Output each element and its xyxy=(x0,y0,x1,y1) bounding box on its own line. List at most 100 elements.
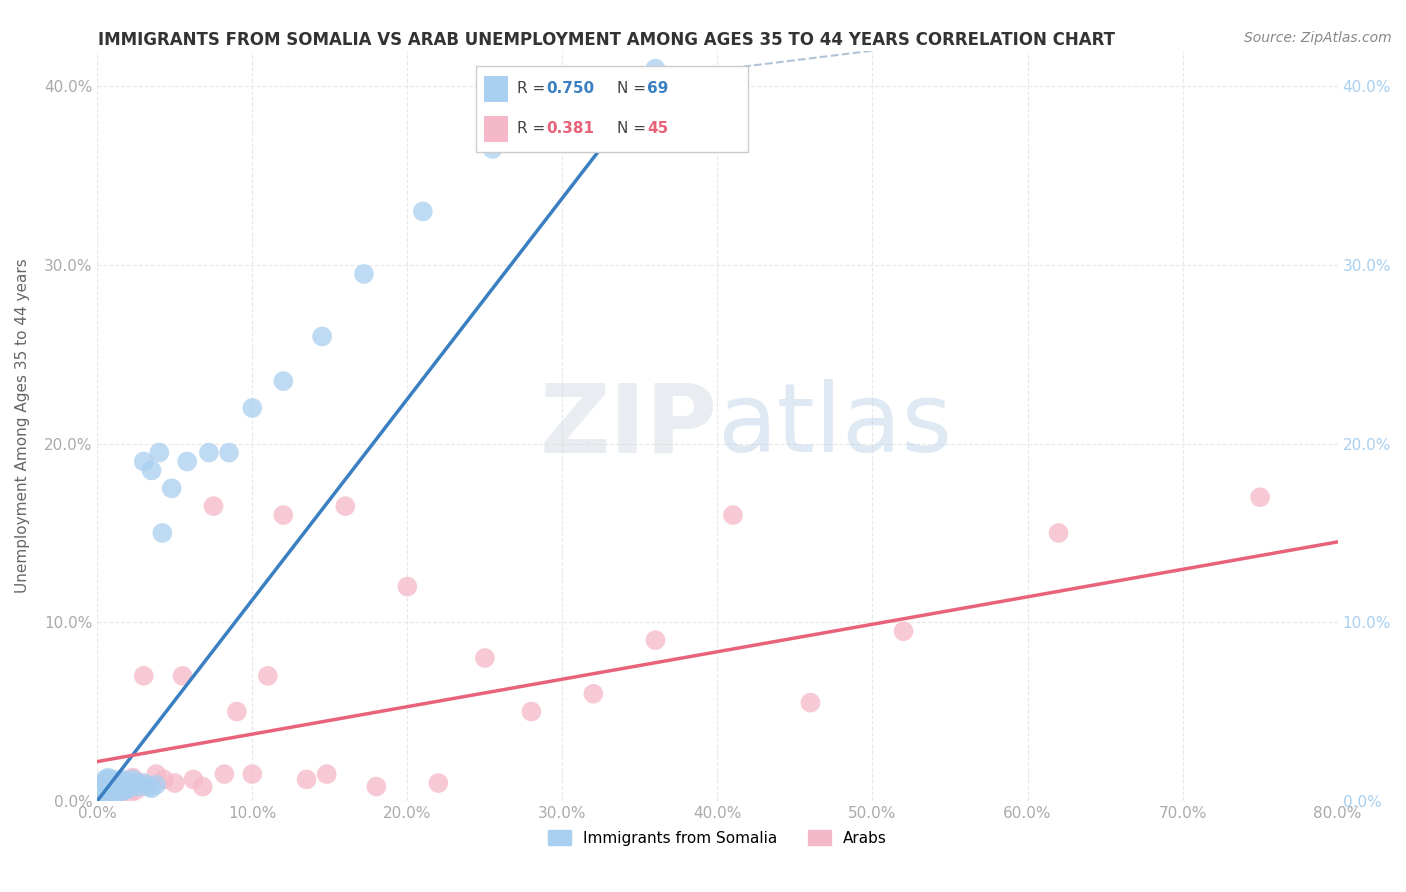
Point xyxy=(721,508,744,522)
Point xyxy=(412,204,434,219)
Point xyxy=(111,774,134,789)
Point xyxy=(100,778,122,792)
Point xyxy=(427,776,450,790)
Text: atlas: atlas xyxy=(717,379,953,472)
Point xyxy=(138,780,160,794)
Point xyxy=(125,776,148,790)
Point xyxy=(90,792,112,806)
Point xyxy=(108,787,131,801)
Point xyxy=(148,445,170,459)
Point xyxy=(145,778,167,792)
Point xyxy=(240,767,263,781)
Point xyxy=(97,771,120,785)
Point xyxy=(118,776,141,790)
Point xyxy=(353,267,375,281)
Point xyxy=(104,781,127,796)
Point xyxy=(110,776,132,790)
Point xyxy=(101,781,124,796)
Point xyxy=(98,783,121,797)
Point xyxy=(271,374,294,388)
Point xyxy=(94,778,117,792)
Point xyxy=(311,329,333,343)
Point xyxy=(104,778,127,792)
Text: IMMIGRANTS FROM SOMALIA VS ARAB UNEMPLOYMENT AMONG AGES 35 TO 44 YEARS CORRELATI: IMMIGRANTS FROM SOMALIA VS ARAB UNEMPLOY… xyxy=(98,31,1115,49)
Point xyxy=(125,783,148,797)
Point xyxy=(94,776,117,790)
Point xyxy=(96,781,118,796)
Point xyxy=(101,785,124,799)
Legend: Immigrants from Somalia, Arabs: Immigrants from Somalia, Arabs xyxy=(548,830,887,846)
Point xyxy=(96,789,118,803)
Point xyxy=(114,780,136,794)
Point xyxy=(98,776,121,790)
Point xyxy=(396,580,419,594)
Point xyxy=(108,780,131,794)
Point xyxy=(100,785,122,799)
Point xyxy=(893,624,915,639)
Point xyxy=(153,772,176,787)
Point xyxy=(97,787,120,801)
Point xyxy=(128,780,150,794)
Point xyxy=(103,785,125,799)
Point xyxy=(172,669,194,683)
Point xyxy=(145,767,167,781)
Point xyxy=(94,772,117,787)
Point xyxy=(97,780,120,794)
Point xyxy=(644,62,666,76)
Point xyxy=(93,789,115,803)
Point xyxy=(132,776,155,790)
Point xyxy=(256,669,278,683)
Point xyxy=(141,781,163,796)
Point xyxy=(163,776,186,790)
Point xyxy=(96,783,118,797)
Point xyxy=(240,401,263,415)
Point xyxy=(225,705,247,719)
Point xyxy=(218,445,240,459)
Y-axis label: Unemployment Among Ages 35 to 44 years: Unemployment Among Ages 35 to 44 years xyxy=(15,259,30,593)
Point xyxy=(94,787,117,801)
Point xyxy=(799,696,821,710)
Point xyxy=(107,783,129,797)
Point xyxy=(93,783,115,797)
Point xyxy=(202,499,225,513)
Point xyxy=(97,778,120,792)
Point xyxy=(111,772,134,787)
Point xyxy=(481,142,503,156)
Point xyxy=(271,508,294,522)
Point xyxy=(191,780,214,794)
Point xyxy=(150,525,173,540)
Point xyxy=(366,780,388,794)
Point xyxy=(98,772,121,787)
Point xyxy=(132,454,155,468)
Point xyxy=(103,776,125,790)
Text: ZIP: ZIP xyxy=(540,379,717,472)
Point xyxy=(89,785,111,799)
Point xyxy=(198,445,221,459)
Point xyxy=(89,790,111,805)
Point xyxy=(120,780,142,794)
Point xyxy=(93,776,115,790)
Point xyxy=(90,780,112,794)
Point xyxy=(644,633,666,648)
Point xyxy=(111,781,134,796)
Point xyxy=(104,787,127,801)
Point xyxy=(90,780,112,794)
Point xyxy=(117,781,139,796)
Point xyxy=(114,774,136,789)
Point xyxy=(94,783,117,797)
Point xyxy=(98,789,121,803)
Point xyxy=(129,776,152,790)
Point xyxy=(122,772,145,787)
Point xyxy=(94,790,117,805)
Point xyxy=(315,767,337,781)
Point xyxy=(96,774,118,789)
Point xyxy=(141,463,163,477)
Point xyxy=(214,767,236,781)
Text: Source: ZipAtlas.com: Source: ZipAtlas.com xyxy=(1244,31,1392,45)
Point xyxy=(567,97,589,112)
Point xyxy=(93,789,115,803)
Point xyxy=(101,772,124,787)
Point xyxy=(110,785,132,799)
Point xyxy=(117,789,139,803)
Point xyxy=(474,651,496,665)
